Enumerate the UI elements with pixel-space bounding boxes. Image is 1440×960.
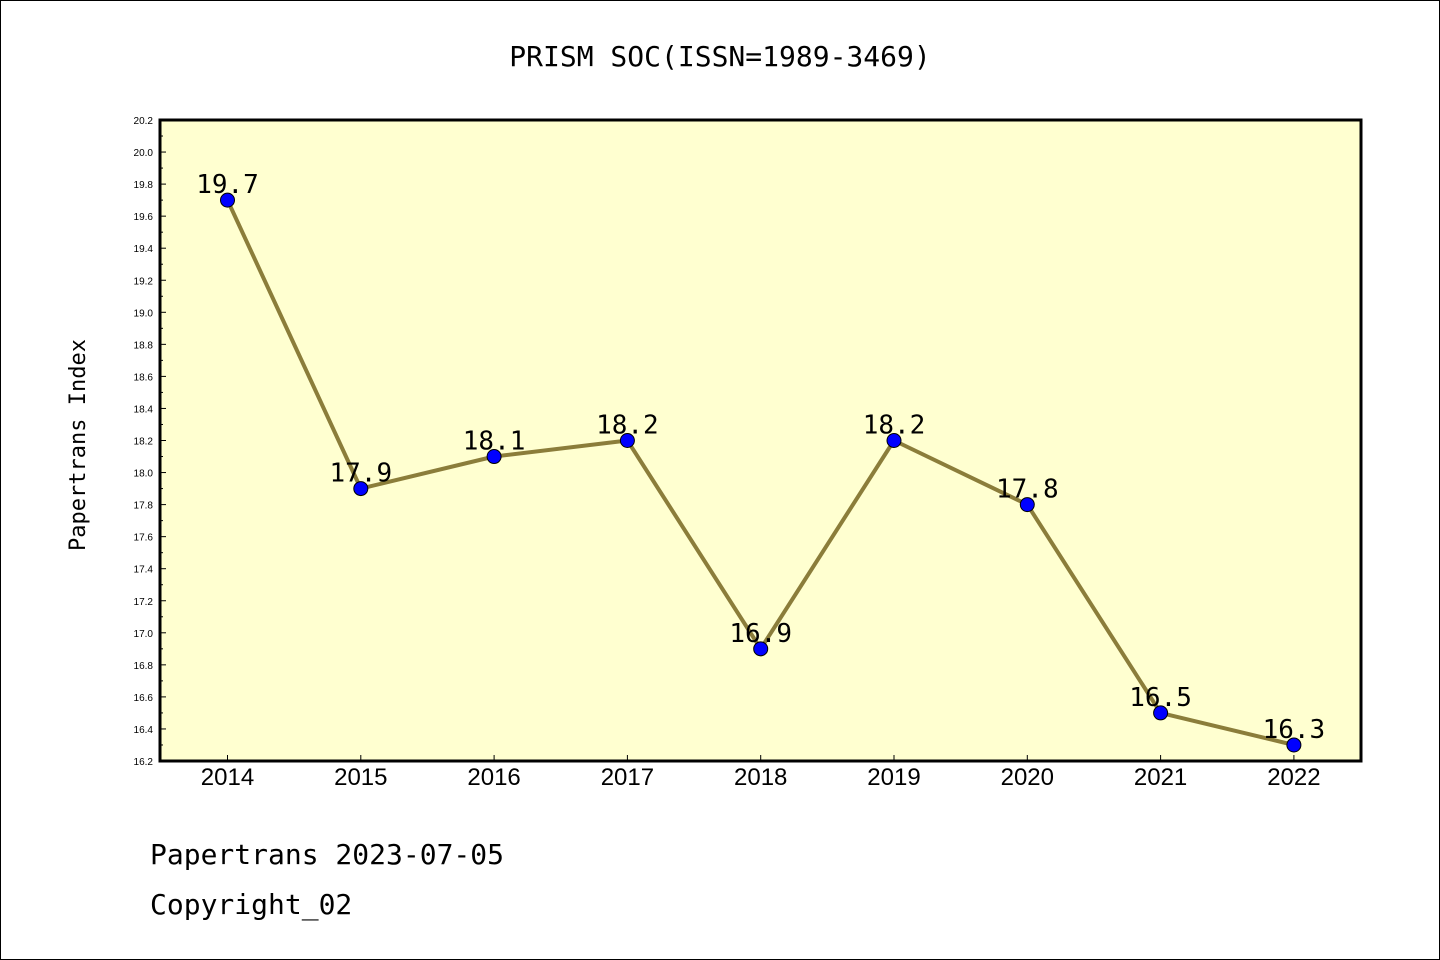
data-labels: 19.7 17.9 18.1 18.2 16.9 18.2 17.8 16.5 16.3 xyxy=(196,170,1325,745)
data-label: 16.3 xyxy=(1263,715,1326,745)
x-tick-label: 2015 xyxy=(334,764,387,791)
data-label: 17.9 xyxy=(329,459,392,489)
data-label: 19.7 xyxy=(196,170,259,200)
chart-title: PRISM SOC(ISSN=1989-3469) xyxy=(509,40,930,73)
data-label: 16.5 xyxy=(1129,683,1192,713)
x-tick-label: 2018 xyxy=(734,764,787,791)
y-tick-label: 18.2 xyxy=(134,437,154,448)
data-point xyxy=(220,192,235,208)
y-tick-label: 20.0 xyxy=(134,148,154,159)
data-markers xyxy=(220,192,1302,753)
footer-copyright: Copyright_02 xyxy=(150,888,352,922)
data-label: 18.2 xyxy=(863,411,926,441)
y-tick-label: 19.6 xyxy=(134,212,154,223)
data-label: 16.9 xyxy=(729,619,792,649)
y-tick-label: 17.0 xyxy=(134,629,154,640)
footer-date: Papertrans 2023-07-05 xyxy=(150,838,504,871)
y-tick-label: 20.2 xyxy=(134,116,154,127)
y-tick-label: 16.6 xyxy=(134,693,154,704)
data-point xyxy=(353,481,369,497)
y-tick-label: 16.4 xyxy=(134,725,154,736)
y-tick-label: 16.2 xyxy=(134,757,154,768)
x-tick-label: 2021 xyxy=(1134,764,1187,791)
data-point xyxy=(1153,705,1169,721)
data-point xyxy=(1019,497,1035,513)
y-tick-label: 16.8 xyxy=(134,661,154,672)
data-point xyxy=(886,433,902,448)
y-tick-label: 19.2 xyxy=(134,276,154,287)
data-label: 18.1 xyxy=(463,427,526,457)
y-tick-label: 18.4 xyxy=(134,404,154,415)
x-tick-label: 2022 xyxy=(1267,764,1320,791)
data-label: 18.2 xyxy=(596,411,659,441)
data-point xyxy=(486,449,502,465)
y-tick-label: 19.4 xyxy=(134,244,154,255)
y-axis: 16.2 16.4 16.6 16.8 17.0 17.2 17.4 17.6 17.8 18.0… xyxy=(134,116,166,768)
x-tick-label: 2019 xyxy=(867,764,920,791)
data-point xyxy=(1286,737,1302,753)
data-label: 17.8 xyxy=(996,475,1059,505)
y-tick-label: 18.6 xyxy=(134,372,154,383)
data-point xyxy=(619,433,635,448)
x-axis: 2014 2015 2016 2017 2018 2019 2020 2021 2022 xyxy=(201,755,1321,791)
y-tick-label: 18.8 xyxy=(134,340,154,351)
data-point xyxy=(753,641,769,657)
y-tick-label: 19.8 xyxy=(134,180,154,191)
y-tick-label: 17.6 xyxy=(134,533,154,544)
x-tick-label: 2017 xyxy=(601,764,654,791)
y-axis-label: Papertrans Index xyxy=(66,339,91,551)
y-tick-label: 18.0 xyxy=(134,469,154,480)
y-tick-label: 17.4 xyxy=(134,565,154,576)
x-tick-label: 2020 xyxy=(1001,764,1054,791)
y-tick-label: 17.2 xyxy=(134,597,154,608)
y-tick-label: 17.8 xyxy=(134,501,154,512)
y-tick-label: 19.0 xyxy=(134,308,154,319)
x-tick-label: 2016 xyxy=(467,764,520,791)
x-tick-label: 2014 xyxy=(201,764,254,791)
